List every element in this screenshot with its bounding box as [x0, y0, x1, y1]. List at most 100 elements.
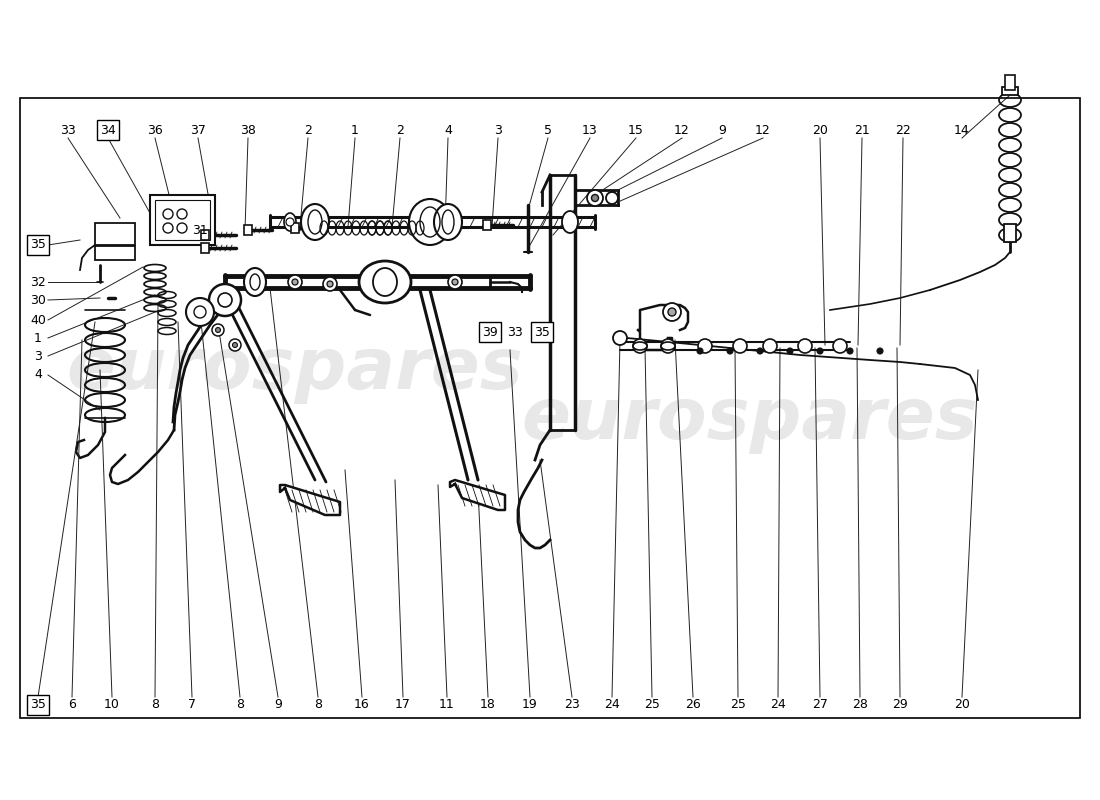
Text: 33: 33 [60, 123, 76, 137]
Text: 12: 12 [674, 123, 690, 137]
Text: 12: 12 [755, 123, 771, 137]
Text: 39: 39 [482, 326, 498, 338]
Text: 38: 38 [240, 123, 256, 137]
Bar [20, 98, 1080, 718]
Ellipse shape [434, 204, 462, 240]
Text: 8: 8 [314, 698, 322, 711]
Text: 30: 30 [30, 294, 46, 306]
Text: 21: 21 [854, 123, 870, 137]
Ellipse shape [409, 199, 451, 245]
Circle shape [192, 309, 204, 321]
Text: 25: 25 [730, 698, 746, 711]
Circle shape [877, 348, 883, 354]
Text: 3: 3 [494, 123, 502, 137]
Text: 22: 22 [895, 123, 911, 137]
Circle shape [592, 194, 598, 202]
Circle shape [286, 218, 294, 226]
Text: 37: 37 [190, 123, 206, 137]
Circle shape [606, 192, 618, 204]
Text: 10: 10 [104, 698, 120, 711]
Text: 5: 5 [544, 123, 552, 137]
Text: 28: 28 [852, 698, 868, 711]
Bar [483, 220, 491, 230]
Circle shape [786, 348, 793, 354]
Bar [95, 223, 135, 245]
Text: 36: 36 [147, 123, 163, 137]
Text: eurospares: eurospares [521, 386, 978, 454]
Text: 4: 4 [34, 369, 42, 382]
Circle shape [288, 275, 302, 289]
Text: 23: 23 [564, 698, 580, 711]
Bar [95, 246, 135, 260]
Bar [1005, 75, 1015, 90]
Bar [200, 243, 209, 253]
Ellipse shape [661, 342, 675, 350]
Text: 33: 33 [507, 326, 522, 338]
Circle shape [632, 339, 647, 353]
Polygon shape [280, 485, 340, 515]
Ellipse shape [562, 211, 578, 233]
Text: 25: 25 [645, 698, 660, 711]
Circle shape [727, 348, 733, 354]
Text: 17: 17 [395, 698, 411, 711]
Circle shape [327, 281, 333, 287]
Text: 11: 11 [439, 698, 455, 711]
Text: 40: 40 [30, 314, 46, 326]
Text: 9: 9 [274, 698, 282, 711]
Circle shape [212, 324, 224, 336]
Bar [290, 223, 298, 233]
Circle shape [323, 277, 337, 291]
Text: 14: 14 [954, 123, 970, 137]
Bar [200, 230, 209, 240]
Circle shape [209, 284, 241, 316]
Circle shape [817, 348, 823, 354]
Circle shape [733, 339, 747, 353]
Circle shape [697, 348, 703, 354]
Circle shape [668, 308, 676, 316]
Circle shape [847, 348, 852, 354]
Ellipse shape [301, 204, 329, 240]
Text: 6: 6 [68, 698, 76, 711]
Circle shape [186, 298, 214, 326]
Text: 35: 35 [535, 326, 550, 338]
Text: 27: 27 [812, 698, 828, 711]
Text: 20: 20 [812, 123, 828, 137]
Text: 26: 26 [685, 698, 701, 711]
Ellipse shape [244, 268, 266, 296]
Circle shape [763, 339, 777, 353]
Circle shape [452, 279, 458, 285]
Text: 9: 9 [718, 123, 726, 137]
Circle shape [232, 342, 238, 347]
Ellipse shape [359, 261, 411, 303]
Circle shape [757, 348, 763, 354]
Text: 7: 7 [188, 698, 196, 711]
Text: 4: 4 [444, 123, 452, 137]
Text: 20: 20 [954, 698, 970, 711]
Bar [244, 225, 252, 235]
Polygon shape [450, 480, 505, 510]
Text: 24: 24 [604, 698, 620, 711]
Text: 35: 35 [30, 238, 46, 251]
Text: 24: 24 [770, 698, 785, 711]
Text: 2: 2 [304, 123, 312, 137]
Text: eurospares: eurospares [67, 335, 524, 405]
Circle shape [448, 275, 462, 289]
Text: 29: 29 [892, 698, 907, 711]
Text: 8: 8 [236, 698, 244, 711]
Text: 19: 19 [522, 698, 538, 711]
Text: 15: 15 [628, 123, 643, 137]
Circle shape [196, 313, 200, 318]
Circle shape [663, 303, 681, 321]
Text: 35: 35 [30, 698, 46, 711]
Text: 32: 32 [30, 275, 46, 289]
Ellipse shape [284, 213, 296, 231]
Text: 13: 13 [582, 123, 598, 137]
Circle shape [587, 190, 603, 206]
Circle shape [229, 339, 241, 351]
Ellipse shape [632, 342, 647, 350]
Circle shape [833, 339, 847, 353]
Text: 31: 31 [192, 223, 208, 237]
Circle shape [216, 327, 220, 333]
Text: 16: 16 [354, 698, 370, 711]
Circle shape [661, 339, 675, 353]
